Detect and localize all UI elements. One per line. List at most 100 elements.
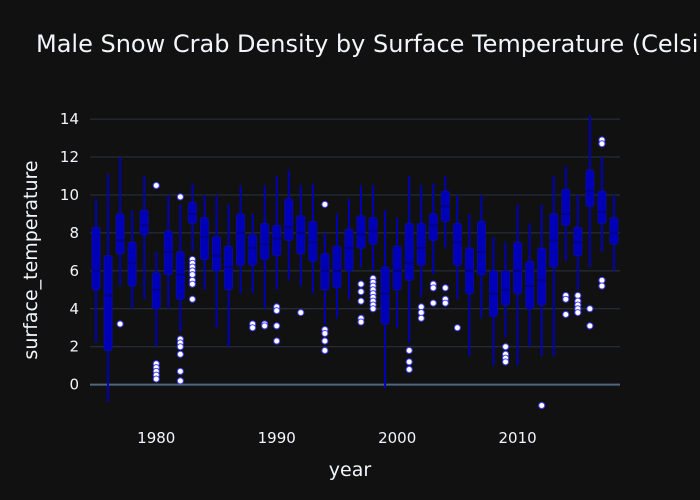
- box-1989: [260, 185, 270, 309]
- box-2017: [597, 157, 607, 252]
- box-body: [501, 270, 511, 306]
- outlier-point: [357, 297, 365, 305]
- box-body: [609, 217, 619, 245]
- box-1993: [308, 183, 318, 294]
- outlier-point: [188, 271, 196, 279]
- box-2014: [561, 166, 571, 262]
- box-body: [404, 222, 414, 281]
- outlier-points: [116, 136, 606, 410]
- box-1997: [356, 185, 366, 268]
- outlier-point: [441, 299, 449, 307]
- outlier-point: [176, 193, 184, 201]
- outlier-point: [357, 280, 365, 288]
- box-1990: [272, 175, 282, 290]
- outlier-point: [429, 284, 437, 292]
- box-1981: [163, 194, 173, 309]
- outlier-point: [249, 324, 257, 332]
- box-2001: [404, 175, 414, 343]
- x-tick-label: 2000: [378, 429, 416, 447]
- outlier-point: [273, 307, 281, 315]
- box-2005: [452, 194, 462, 300]
- outlier-point: [152, 181, 160, 189]
- box-body: [260, 222, 270, 260]
- y-tick-label: 2: [69, 338, 79, 356]
- outlier-point: [176, 377, 184, 385]
- box-body: [452, 222, 462, 266]
- box-body: [296, 215, 306, 255]
- outlier-point: [357, 318, 365, 326]
- box-2004: [440, 175, 450, 249]
- y-tick-label: 0: [69, 376, 79, 394]
- y-tick-label: 6: [69, 262, 79, 280]
- box-body: [211, 236, 221, 272]
- outlier-point: [321, 200, 329, 208]
- box-1979: [139, 175, 149, 300]
- outlier-point: [321, 337, 329, 345]
- box-body: [561, 188, 571, 226]
- outlier-point: [405, 347, 413, 355]
- outlier-point: [176, 343, 184, 351]
- box-body: [91, 226, 101, 291]
- x-tick-label: 1980: [137, 429, 175, 447]
- box-1977: [115, 157, 125, 287]
- x-axis-ticks: 1980 1990 2000 2010: [137, 429, 537, 447]
- y-axis-ticks: 0 2 4 6 8 10 12 14: [60, 110, 79, 394]
- outlier-point: [405, 365, 413, 373]
- box-1998: [368, 185, 378, 271]
- box-1982: [175, 204, 185, 332]
- box-1980: [151, 251, 161, 347]
- box-2016: [585, 115, 595, 268]
- box-2006: [464, 213, 474, 357]
- outlier-point: [562, 295, 570, 303]
- box-series: [91, 115, 619, 402]
- box-1983: [187, 183, 197, 252]
- box-body: [356, 215, 366, 249]
- outlier-point: [538, 402, 546, 410]
- y-tick-label: 12: [60, 148, 79, 166]
- box-body: [476, 221, 486, 276]
- box-body: [537, 247, 547, 306]
- x-tick-label: 2010: [499, 429, 537, 447]
- box-body: [284, 198, 294, 241]
- outlier-point: [562, 310, 570, 318]
- box-2002: [416, 185, 426, 298]
- box-1996: [344, 198, 354, 300]
- outlier-point: [188, 295, 196, 303]
- box-2018: [609, 194, 619, 271]
- box-body: [392, 245, 402, 291]
- y-tick-label: 14: [60, 110, 79, 128]
- box-body: [199, 217, 209, 260]
- chart-title: Male Snow Crab Density by Surface Temper…: [36, 30, 700, 58]
- box-1975: [91, 198, 101, 343]
- outlier-point: [357, 288, 365, 296]
- outlier-point: [176, 350, 184, 358]
- outlier-point: [321, 347, 329, 355]
- box-body: [139, 209, 149, 236]
- box-body: [236, 213, 246, 266]
- y-axis-title: surface_temperature: [20, 160, 42, 359]
- outlier-point: [188, 280, 196, 288]
- outlier-point: [417, 303, 425, 311]
- outlier-point: [502, 358, 510, 366]
- box-2008: [489, 236, 499, 366]
- box-2003: [428, 183, 438, 275]
- box-2011: [525, 223, 535, 347]
- box-2010: [513, 204, 523, 366]
- box-2013: [549, 175, 559, 357]
- box-1976: [103, 174, 113, 402]
- outlier-point: [369, 305, 377, 313]
- box-body: [513, 241, 523, 295]
- outlier-point: [297, 309, 305, 317]
- outlier-point: [574, 309, 582, 317]
- x-tick-label: 1990: [258, 429, 296, 447]
- box-1978: [127, 210, 137, 309]
- box-1995: [332, 213, 342, 319]
- box-body: [597, 190, 607, 224]
- outlier-point: [574, 291, 582, 299]
- outlier-point: [429, 299, 437, 307]
- y-tick-label: 8: [69, 224, 79, 242]
- outlier-point: [116, 320, 124, 328]
- outlier-point: [502, 343, 510, 351]
- outlier-point: [417, 309, 425, 317]
